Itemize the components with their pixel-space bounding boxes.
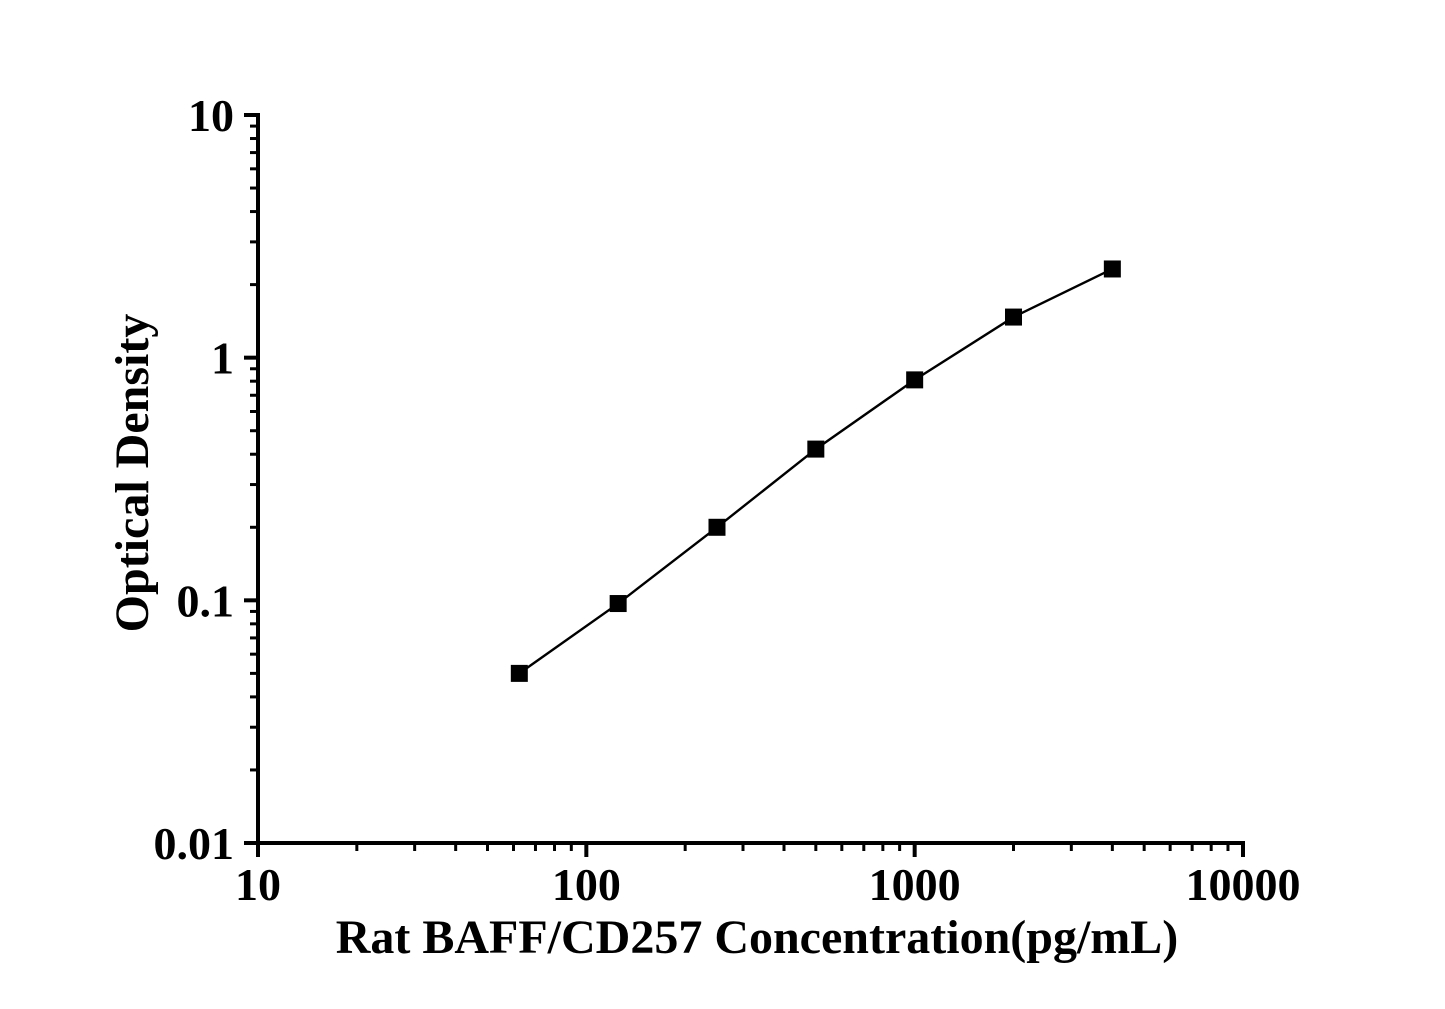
data-point-marker — [609, 595, 627, 613]
x-axis-title: Rat BAFF/CD257 Concentration(pg/mL) — [336, 911, 1179, 964]
axis-spines — [256, 113, 1245, 845]
data-point-marker — [1103, 260, 1121, 278]
data-series-layer — [510, 260, 1121, 682]
y-axis-title: Optical Density — [106, 314, 159, 633]
x-tick-label: 100 — [552, 859, 621, 910]
y-tick-label: 0.01 — [154, 818, 235, 869]
y-tick-label: 1 — [211, 333, 234, 384]
data-point-marker — [807, 440, 825, 458]
data-point-marker — [906, 371, 924, 389]
data-point-marker — [708, 518, 726, 536]
standard-curve-line — [518, 267, 1113, 675]
data-point-marker — [510, 664, 528, 682]
tick-label-layer: 10 100 1000 10000 0.01 0.1 1 10 — [154, 90, 1301, 910]
x-tick-label: 10 — [235, 859, 281, 910]
x-tick-label: 1000 — [869, 859, 961, 910]
x-tick-label: 10000 — [1186, 859, 1301, 910]
axes-layer — [244, 113, 1245, 857]
y-tick-label: 10 — [188, 90, 234, 141]
data-point-marker — [1005, 308, 1023, 326]
y-tick-label: 0.1 — [177, 575, 235, 626]
